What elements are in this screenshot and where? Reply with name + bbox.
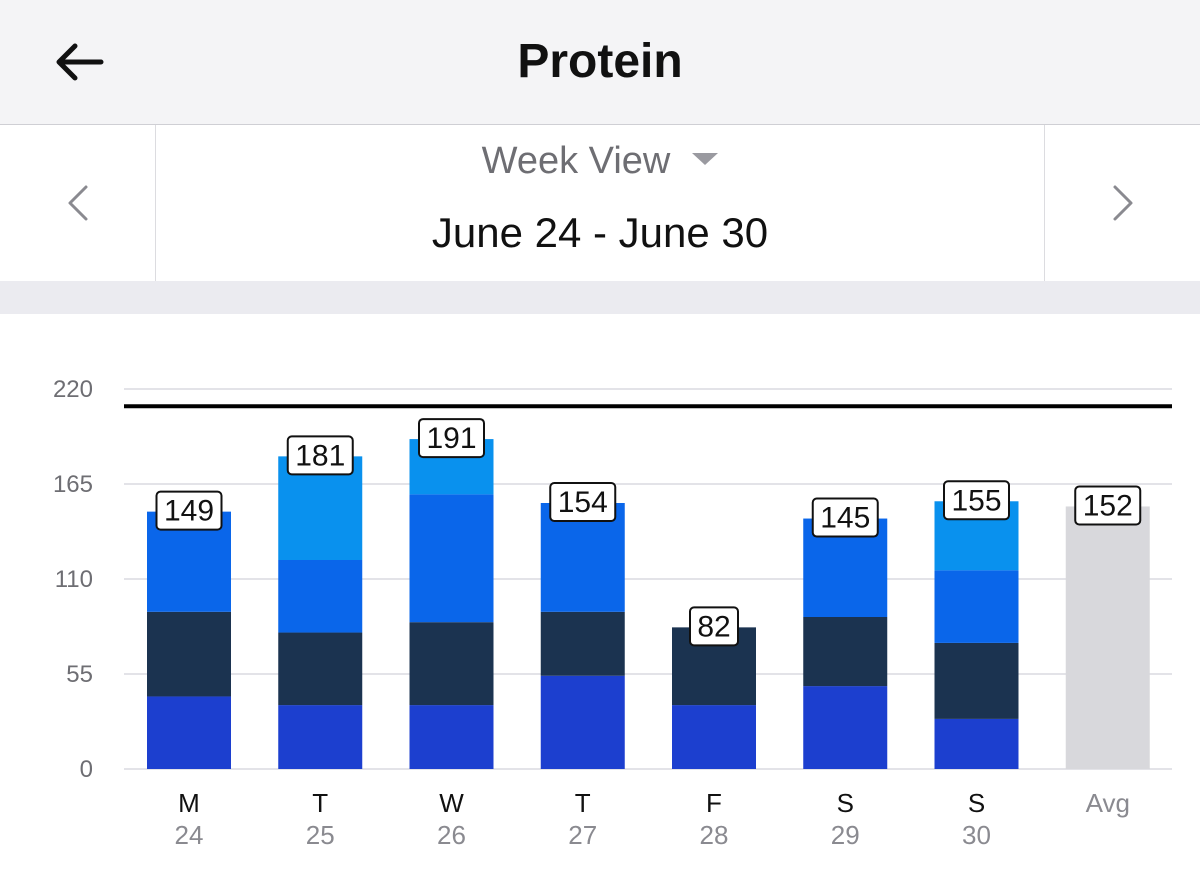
bar-total-box [943,480,1010,521]
bar-segment [934,570,1019,643]
bar-total-label: 149 [155,490,223,531]
view-mode-label: Week View [481,140,671,182]
x-tick-date-label: 28 [700,820,729,850]
y-tick-label: 220 [53,376,93,403]
bar-segment [409,622,494,706]
bar-segment [409,494,494,623]
bar-total-box [811,497,879,538]
bar-total-label: 145 [811,497,879,538]
x-tick-day-label: T [312,788,328,818]
bar-segment [278,632,363,706]
bar-segment [1065,506,1150,769]
bar-total-text: 154 [558,486,608,519]
bar-segment [672,705,756,769]
bar-total-box [155,490,223,531]
bar-total-box [689,606,739,647]
bar-segment [278,705,363,769]
bar-total-text: 145 [820,502,870,535]
page-title: Protein [517,35,683,88]
caret-down-icon [692,152,719,165]
arrow-left-icon [56,43,104,81]
bar-segment [147,696,231,769]
chevron-right-icon [1113,185,1132,221]
x-tick-day-label: Avg [1086,788,1130,818]
x-tick-day-label: F [706,788,722,818]
date-navigator: Week View June 24 - June 30 [0,125,1200,281]
bar-total-box [1074,485,1142,526]
bar-total-label: 82 [689,606,739,647]
x-tick-date-label: 29 [831,820,860,850]
y-tick-label: 165 [53,471,93,498]
view-mode-dropdown[interactable]: Week View [0,137,1200,185]
bar-total-text: 152 [1083,489,1133,522]
next-week-button[interactable] [1044,125,1200,281]
bar-total-text: 82 [697,610,730,643]
y-tick-label: 0 [80,756,93,783]
header-bar: Protein [0,0,1200,125]
bar-segment [934,718,1019,769]
x-tick-date-label: 24 [175,820,204,850]
bar-total-text: 155 [951,484,1001,517]
protein-stacked-bar-chart: 055110165220149M24181T25191W26154T2782F2… [53,376,1172,850]
bar-total-label: 155 [943,480,1010,521]
bar-segment [803,617,888,687]
bar-segment [934,642,1019,719]
bar-total-label: 191 [418,418,485,459]
bar-segment [540,675,625,769]
date-range-label: June 24 - June 30 [431,209,769,256]
back-button[interactable] [44,30,114,94]
y-tick-label: 110 [55,566,93,593]
y-tick-label: 55 [66,661,93,688]
x-tick-date-label: 26 [437,820,466,850]
x-tick-date-label: 30 [962,820,991,850]
x-tick-day-label: T [575,788,591,818]
bar-total-text: 191 [426,422,476,455]
chevron-left-icon [68,185,87,221]
bar-total-text: 149 [164,495,214,528]
bar-segment [540,611,625,676]
bar-segment [409,705,494,769]
bar-total-label: 181 [286,435,354,476]
bar-total-label: 152 [1074,485,1142,526]
x-tick-day-label: M [178,788,200,818]
bar-total-text: 181 [295,439,345,472]
x-tick-date-label: 25 [306,820,335,850]
x-tick-day-label: S [968,788,985,818]
bar-total-box [418,418,485,459]
bar-total-box [286,435,354,476]
previous-week-button[interactable] [0,125,156,281]
bar-segment [147,611,231,697]
bar-segment [278,560,363,633]
x-tick-day-label: S [837,788,854,818]
bar-total-label: 154 [549,482,617,522]
bar-total-box [549,482,617,522]
x-tick-date-label: 27 [568,820,597,850]
x-tick-day-label: W [439,788,464,818]
bar-segment [803,686,888,769]
section-divider [0,281,1200,314]
